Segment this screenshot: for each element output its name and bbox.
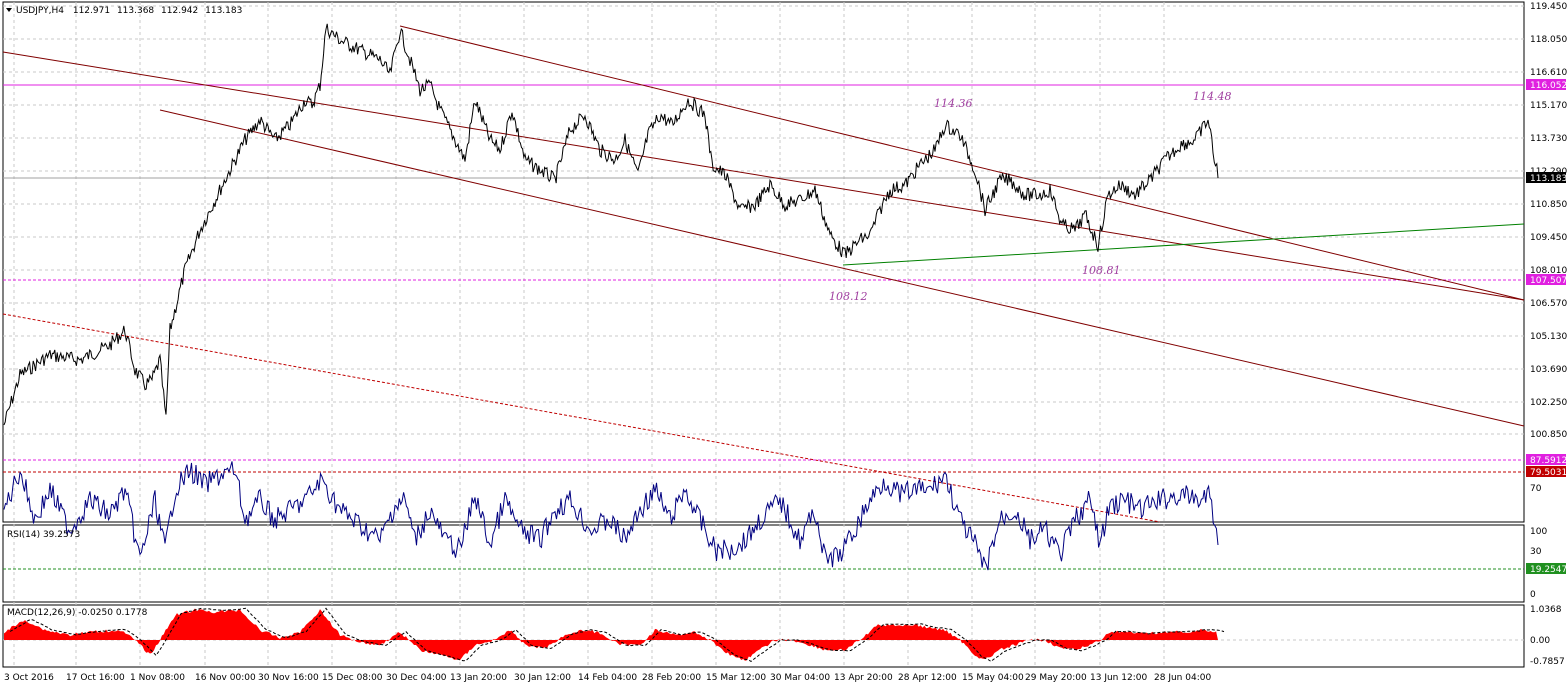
- rsi-tag-mid: [1526, 466, 1566, 477]
- price-axis: 119.450118.050116.610115.170113.730112.2…: [1530, 2, 1567, 440]
- support-price-tag: [1526, 274, 1566, 285]
- price-series: [3, 23, 1219, 426]
- rsi-title: RSI(14) 39.2573: [7, 530, 80, 540]
- price-axis-label: 110.850: [1530, 200, 1567, 210]
- rsi-axis-100: 100: [1530, 527, 1547, 537]
- time-axis-label: 17 Oct 16:00: [66, 673, 125, 683]
- long-trend-dotted-line[interactable]: [2, 313, 1161, 523]
- current-price-tag: [1526, 172, 1566, 183]
- time-axis-label: 16 Nov 00:00: [195, 673, 256, 683]
- rsi-series: [3, 461, 1219, 571]
- time-axis-label: 3 Oct 2016: [4, 673, 54, 683]
- resistance-price-tag: [1526, 79, 1566, 90]
- price-axis-label: 109.450: [1530, 233, 1567, 243]
- rsi-axis-70: 70: [1530, 484, 1542, 494]
- channel-upper-line[interactable]: [399, 25, 1525, 301]
- time-axis-label: 1 Nov 08:00: [130, 673, 185, 683]
- price-axis-label: 113.730: [1530, 134, 1567, 144]
- macd-signal-line: [9, 607, 1225, 663]
- price-axis-label: 102.250: [1530, 398, 1567, 408]
- rsi-tag-mid-label: 79.5031: [1530, 468, 1567, 478]
- rsi-axis-0: 0: [1530, 590, 1536, 600]
- time-axis-label: 13 Jan 20:00: [450, 673, 507, 683]
- annotation-low-1: 108.12: [829, 290, 868, 303]
- price-axis-label: 106.570: [1530, 299, 1567, 309]
- annotation-high-2: 114.48: [1193, 90, 1232, 103]
- resistance-price-label: 116.052: [1530, 81, 1567, 91]
- macd-axis-top: 1.0368: [1530, 605, 1562, 615]
- macd-histogram: [4, 608, 1218, 661]
- time-axis: 3 Oct 2016 17 Oct 16:00 1 Nov 08:00 16 Nov …: [4, 673, 1211, 683]
- time-axis-label: 29 May 20:00: [1025, 673, 1087, 683]
- price-axis-label: 100.850: [1530, 430, 1567, 440]
- price-axis-label: 105.130: [1530, 332, 1567, 342]
- macd-panel: [2, 604, 1525, 668]
- macd-axis-zero: 0.00: [1530, 636, 1550, 646]
- time-axis-label: 13 Apr 20:00: [834, 673, 893, 683]
- rsi-panel: [2, 524, 1525, 603]
- price-axis-label: 119.450: [1530, 2, 1567, 12]
- symbol-header: USDJPY,H4 112.971 113.368 112.942 113.18…: [16, 6, 242, 16]
- main-chart-panel: [2, 1, 1525, 523]
- channel-lower-line[interactable]: [159, 109, 1525, 427]
- price-axis-label: 118.050: [1530, 35, 1567, 45]
- time-axis-label: 30 Mar 04:00: [770, 673, 830, 683]
- annotation-low-2: 108.81: [1082, 264, 1121, 277]
- price-axis-label: 108.010: [1530, 266, 1567, 276]
- rsi-tag-high: [1526, 454, 1566, 465]
- annotation-high-1: 114.36: [934, 97, 973, 110]
- macd-axis-bottom: -0.7857: [1530, 657, 1565, 667]
- time-axis-label: 15 May 04:00: [962, 673, 1024, 683]
- time-axis-label: 30 Dec 04:00: [386, 673, 447, 683]
- time-axis-label: 28 Apr 12:00: [898, 673, 957, 683]
- rsi-tag-low-label: 19.2547: [1530, 565, 1567, 575]
- time-axis-label: 15 Mar 12:00: [706, 673, 766, 683]
- price-axis-label: 115.170: [1530, 101, 1567, 111]
- time-axis-label: 30 Jan 12:00: [514, 673, 571, 683]
- time-axis-label: 30 Nov 16:00: [258, 673, 319, 683]
- channel-upper-left-line[interactable]: [2, 51, 1525, 301]
- rsi-axis-30: 30: [1530, 547, 1542, 557]
- grid-lines: [3, 2, 1524, 667]
- support-price-label: 107.507: [1530, 276, 1567, 286]
- rsi-tag-low: [1526, 563, 1566, 574]
- time-axis-label: 13 Jun 12:00: [1090, 673, 1147, 683]
- current-price-label: 113.183: [1530, 174, 1567, 184]
- time-axis-label: 15 Dec 08:00: [322, 673, 383, 683]
- macd-title: MACD(12,26,9) -0.0250 0.1778: [7, 608, 148, 618]
- rsi-tag-high-label: 87.5912: [1530, 456, 1567, 466]
- time-axis-label: 28 Jun 04:00: [1154, 673, 1211, 683]
- chevron-down-icon[interactable]: [6, 8, 12, 12]
- time-axis-label: 14 Feb 04:00: [578, 673, 637, 683]
- green-trend-line[interactable]: [842, 223, 1525, 266]
- time-axis-label: 28 Feb 20:00: [642, 673, 701, 683]
- price-axis-label: 103.690: [1530, 365, 1567, 375]
- price-axis-label: 116.610: [1530, 68, 1567, 78]
